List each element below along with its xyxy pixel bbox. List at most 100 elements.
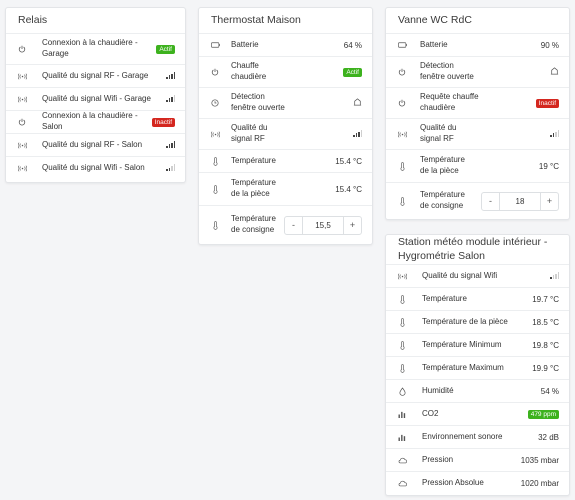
list-item: Température de consigne - 18 +: [386, 183, 569, 219]
temperature-value: 15.4 °C: [335, 156, 362, 166]
signal-bars-icon: [166, 140, 175, 148]
list-item: CO2 479 ppm: [386, 403, 569, 426]
list-item: Pression Absolue 1020 mbar: [386, 472, 569, 495]
list-item: Pression 1035 mbar: [386, 449, 569, 472]
thermometer-icon: [209, 183, 221, 195]
setpoint-stepper[interactable]: - 15,5 +: [284, 215, 362, 235]
decrement-button[interactable]: -: [489, 196, 492, 206]
row-label: Batterie: [231, 39, 259, 49]
bars-chart-icon: [396, 408, 408, 420]
rf-signal-icon: [209, 128, 221, 140]
list-item: Qualité du signal RF - Garage: [6, 65, 185, 88]
list-item: Température de la pièce 15.4 °C: [199, 173, 372, 206]
rf-signal-icon: [16, 163, 28, 175]
row-value: 19.7 °C: [532, 294, 559, 304]
setpoint-stepper[interactable]: - 18 +: [481, 191, 559, 211]
cloud-icon: [396, 454, 408, 466]
power-icon: [396, 97, 408, 109]
row-label: Connexion à la chaudière - Salon: [42, 111, 138, 131]
list-item: Détection fenêtre ouverte: [386, 57, 569, 88]
row-label: Détection fenêtre ouverte: [231, 92, 285, 112]
list-item: Température Maximum 19.9 °C: [386, 357, 569, 380]
signal-bars-icon: [353, 129, 362, 137]
row-label: Température de consigne: [420, 190, 465, 210]
clock-icon: [209, 97, 221, 109]
list-item: Requête chauffe chaudière Inactif: [386, 88, 569, 119]
signal-bars-icon: [166, 71, 175, 79]
list-item: Qualité du signal RF - Salon: [6, 134, 185, 157]
row-label: Qualité du signal RF: [231, 123, 268, 143]
window-icon: [353, 98, 362, 106]
row-label: Chauffe chaudière: [231, 61, 267, 81]
power-icon: [396, 66, 408, 78]
status-badge: Actif: [343, 67, 362, 78]
row-label: Qualité du signal RF: [420, 123, 457, 143]
list-item: Qualité du signal Wifi - Salon: [6, 157, 185, 180]
list-item: Batterie 64 %: [199, 34, 372, 57]
thermostat-card: Thermostat Maison Batterie 64 % Chauffe …: [198, 7, 373, 245]
relais-card: Relais Connexion à la chaudière - Garage…: [5, 7, 186, 183]
row-value: 19.8 °C: [532, 340, 559, 350]
list-item: Chauffe chaudière Actif: [199, 57, 372, 88]
increment-button[interactable]: +: [349, 220, 356, 230]
card-title: Station météo module intérieur - Hygromé…: [386, 235, 569, 265]
bars-chart-icon: [396, 431, 408, 443]
increment-button[interactable]: +: [546, 196, 553, 206]
row-label: Pression Absolue: [422, 478, 484, 488]
row-value: 18.5 °C: [532, 317, 559, 327]
row-label: Batterie: [420, 39, 448, 49]
row-label: Température de la pièce: [231, 178, 276, 198]
row-label: Pression: [422, 454, 454, 464]
row-value: 32 dB: [538, 432, 559, 442]
cloud-icon: [396, 478, 408, 490]
rf-signal-icon: [16, 139, 28, 151]
row-label: Température de la pièce: [420, 155, 465, 175]
battery-value: 64 %: [343, 40, 362, 50]
thermometer-icon: [396, 339, 408, 351]
status-badge: Inactif: [535, 98, 559, 109]
power-icon: [16, 43, 28, 55]
list-item: Température 19.7 °C: [386, 288, 569, 311]
row-label: Connexion à la chaudière - Garage: [42, 38, 138, 58]
card-title: Vanne WC RdC: [386, 8, 569, 34]
row-label: Qualité du signal RF - Salon: [42, 139, 143, 149]
row-label: Température de la pièce: [422, 316, 508, 326]
row-label: Température: [422, 293, 467, 303]
status-badge: Inactif: [151, 117, 175, 128]
signal-bars-icon: [166, 164, 175, 171]
row-label: Qualité du signal Wifi: [422, 270, 498, 280]
list-item: Batterie 90 %: [386, 34, 569, 57]
row-label: Détection fenêtre ouverte: [420, 61, 474, 81]
room-temperature-value: 19 °C: [538, 161, 559, 171]
battery-value: 90 %: [540, 40, 559, 50]
thermometer-icon: [209, 219, 221, 231]
signal-bars-icon: [550, 271, 559, 279]
list-item: Humidité 54 %: [386, 380, 569, 403]
thermometer-icon: [396, 160, 408, 172]
setpoint-input[interactable]: 15,5: [302, 216, 344, 234]
list-item: Environnement sonore 32 dB: [386, 426, 569, 449]
list-item: Connexion à la chaudière - Salon Inactif: [6, 111, 185, 134]
setpoint-input[interactable]: 18: [499, 192, 541, 210]
list-item: Qualité du signal Wifi: [386, 265, 569, 288]
row-label: Qualité du signal Wifi - Garage: [42, 93, 151, 103]
rf-signal-icon: [396, 128, 408, 140]
list-item: Température 15.4 °C: [199, 150, 372, 173]
power-icon: [209, 66, 221, 78]
row-label: CO2: [422, 408, 439, 418]
row-label: Qualité du signal Wifi - Salon: [42, 163, 145, 173]
list-item: Qualité du signal RF: [199, 119, 372, 150]
card-title: Thermostat Maison: [199, 8, 372, 34]
list-item: Connexion à la chaudière - Garage Actif: [6, 34, 185, 65]
row-label: Température: [231, 155, 276, 165]
status-badge: Actif: [156, 44, 175, 55]
vanne-card: Vanne WC RdC Batterie 90 % Détection fen…: [385, 7, 570, 220]
row-label: Environnement sonore: [422, 431, 503, 441]
thermometer-icon: [396, 362, 408, 374]
rf-signal-icon: [16, 70, 28, 82]
row-value: 1020 mbar: [520, 479, 559, 488]
decrement-button[interactable]: -: [292, 220, 295, 230]
list-item: Température de la pièce 18.5 °C: [386, 311, 569, 334]
list-item: Température de la pièce 19 °C: [386, 150, 569, 183]
row-label: Température de consigne: [231, 214, 276, 234]
